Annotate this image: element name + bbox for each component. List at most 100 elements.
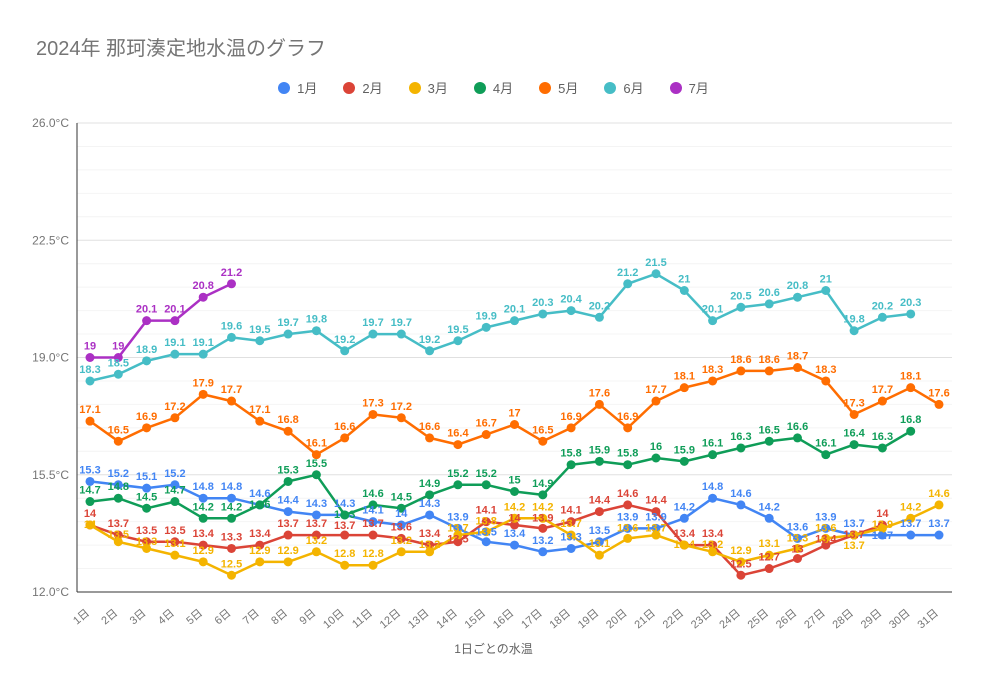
data-point-1月-4日[interactable] — [170, 480, 180, 490]
data-point-6月-9日[interactable] — [311, 326, 321, 336]
data-point-3月-13日[interactable] — [425, 547, 435, 557]
data-point-4月-22日[interactable] — [679, 456, 689, 466]
data-point-3月-25日[interactable] — [764, 550, 774, 560]
data-point-4月-2日[interactable] — [113, 493, 123, 503]
data-point-5月-13日[interactable] — [425, 433, 435, 443]
data-point-4月-10日[interactable] — [340, 510, 350, 520]
data-point-7月-4日[interactable] — [170, 316, 180, 326]
data-point-2月-7日[interactable] — [255, 540, 265, 550]
data-point-1月-26日[interactable] — [793, 533, 802, 543]
legend-item-4月[interactable]: 4月 — [473, 78, 513, 97]
data-point-1月-21日[interactable] — [651, 523, 661, 533]
data-point-4月-13日[interactable] — [425, 490, 435, 500]
data-point-1月-25日[interactable] — [764, 513, 774, 523]
data-point-3月-11日[interactable] — [368, 560, 378, 570]
data-point-3月-9日[interactable] — [311, 547, 321, 557]
legend-item-7月[interactable]: 7月 — [669, 78, 709, 97]
data-point-6月-15日[interactable] — [481, 322, 491, 332]
data-point-1月-3日[interactable] — [142, 483, 152, 493]
data-point-3月-15日[interactable] — [481, 527, 491, 537]
data-point-6月-5日[interactable] — [198, 349, 208, 359]
legend-item-3月[interactable]: 3月 — [408, 78, 448, 97]
data-point-1月-31日[interactable] — [934, 530, 944, 540]
legend-item-2月[interactable]: 2月 — [343, 78, 383, 97]
data-point-1月-2日[interactable] — [113, 480, 123, 490]
data-point-7月-5日[interactable] — [198, 292, 208, 302]
data-point-1月-15日[interactable] — [481, 537, 491, 547]
data-point-6月-2日[interactable] — [113, 369, 123, 379]
data-point-3月-7日[interactable] — [255, 557, 265, 567]
data-point-4月-9日[interactable] — [311, 470, 321, 480]
data-point-5月-11日[interactable] — [368, 409, 378, 419]
data-point-1月-16日[interactable] — [510, 540, 519, 550]
data-point-3月-4日[interactable] — [170, 550, 180, 560]
data-point-6月-18日[interactable] — [566, 306, 576, 316]
data-point-6月-13日[interactable] — [425, 346, 435, 356]
data-point-5月-15日[interactable] — [481, 430, 491, 440]
data-point-6月-27日[interactable] — [821, 286, 831, 295]
data-point-3月-19日[interactable] — [594, 550, 604, 560]
data-point-1月-27日[interactable] — [821, 523, 831, 533]
data-point-2月-10日[interactable] — [340, 530, 350, 540]
data-point-7月-6日[interactable] — [227, 279, 236, 289]
data-point-1月-24日[interactable] — [736, 500, 746, 510]
data-point-5月-1日[interactable] — [85, 416, 95, 426]
data-point-5月-2日[interactable] — [113, 436, 123, 446]
data-point-2月-26日[interactable] — [793, 554, 802, 563]
data-point-5月-28日[interactable] — [849, 409, 859, 419]
data-point-5月-17日[interactable] — [538, 436, 548, 446]
data-point-1月-20日[interactable] — [623, 523, 633, 533]
data-point-2月-5日[interactable] — [198, 540, 208, 550]
data-point-2月-4日[interactable] — [170, 537, 180, 547]
data-point-6月-7日[interactable] — [255, 336, 265, 346]
data-point-1月-11日[interactable] — [368, 517, 378, 527]
data-point-5月-21日[interactable] — [651, 396, 661, 406]
data-point-2月-15日[interactable] — [481, 517, 491, 527]
data-point-6月-24日[interactable] — [736, 302, 746, 312]
data-point-6月-19日[interactable] — [594, 312, 604, 322]
data-point-2月-14日[interactable] — [453, 537, 463, 547]
data-point-1月-8日[interactable] — [283, 507, 293, 517]
data-point-6月-23日[interactable] — [708, 316, 718, 326]
data-point-6月-17日[interactable] — [538, 309, 548, 319]
data-point-2月-3日[interactable] — [142, 537, 152, 547]
data-point-1月-9日[interactable] — [311, 510, 321, 520]
data-point-4月-16日[interactable] — [510, 487, 519, 496]
data-point-5月-3日[interactable] — [142, 423, 152, 433]
data-point-5月-5日[interactable] — [198, 389, 208, 399]
data-point-4月-28日[interactable] — [849, 440, 859, 450]
data-point-5月-7日[interactable] — [255, 416, 265, 426]
data-point-3月-23日[interactable] — [708, 547, 718, 557]
data-point-4月-3日[interactable] — [142, 503, 152, 513]
legend-item-5月[interactable]: 5月 — [539, 78, 578, 97]
data-point-3月-24日[interactable] — [736, 557, 746, 567]
data-point-6月-8日[interactable] — [283, 329, 293, 339]
data-point-3月-30日[interactable] — [906, 513, 916, 523]
data-point-6月-12日[interactable] — [396, 329, 406, 339]
data-point-4月-26日[interactable] — [793, 433, 802, 443]
data-point-6月-29日[interactable] — [877, 312, 887, 322]
data-point-2月-18日[interactable] — [566, 517, 576, 527]
data-point-1月-18日[interactable] — [566, 543, 576, 553]
data-point-2月-21日[interactable] — [651, 507, 661, 517]
data-point-6月-25日[interactable] — [764, 299, 774, 309]
data-point-2月-23日[interactable] — [708, 540, 718, 550]
data-point-5月-20日[interactable] — [623, 423, 633, 433]
data-point-3月-14日[interactable] — [453, 530, 463, 540]
data-point-2月-2日[interactable] — [113, 530, 123, 540]
data-point-5月-19日[interactable] — [594, 399, 604, 409]
data-point-2月-19日[interactable] — [594, 507, 604, 517]
data-point-2月-25日[interactable] — [764, 564, 774, 574]
data-point-3月-12日[interactable] — [396, 547, 406, 557]
data-point-3月-20日[interactable] — [623, 533, 633, 543]
data-point-3月-18日[interactable] — [566, 530, 576, 540]
data-point-3月-5日[interactable] — [198, 557, 208, 567]
data-point-3月-8日[interactable] — [283, 557, 293, 567]
data-point-6月-10日[interactable] — [340, 346, 350, 356]
data-point-4月-21日[interactable] — [651, 453, 661, 463]
data-point-5月-4日[interactable] — [170, 413, 180, 423]
data-point-4月-27日[interactable] — [821, 450, 831, 460]
data-point-4月-18日[interactable] — [566, 460, 576, 470]
data-point-2月-6日[interactable] — [227, 543, 236, 553]
data-point-3月-31日[interactable] — [934, 500, 944, 510]
